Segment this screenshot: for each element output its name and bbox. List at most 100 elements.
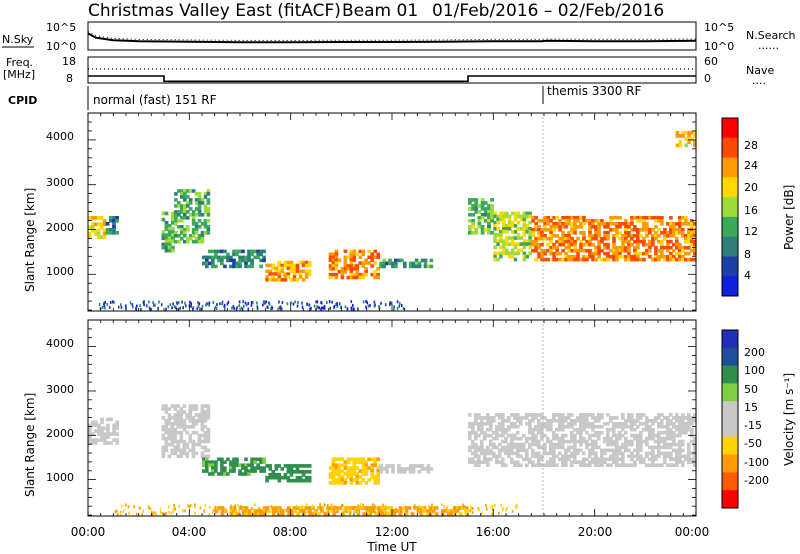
velocity-colorbar-cell	[722, 347, 738, 367]
data-cell	[299, 509, 303, 513]
data-cell	[364, 272, 368, 277]
data-cell	[555, 413, 559, 417]
clutter-cell	[315, 510, 318, 514]
data-cell	[292, 464, 297, 468]
data-cell	[274, 269, 279, 273]
data-cell	[334, 252, 339, 256]
clutter-cell	[464, 508, 466, 511]
data-cell	[567, 424, 571, 429]
data-cell	[180, 207, 184, 211]
data-cell	[582, 219, 586, 223]
data-cell	[666, 231, 670, 235]
clutter-cell	[133, 505, 135, 509]
data-cell	[471, 225, 475, 229]
data-cell	[609, 436, 613, 441]
data-cell	[167, 239, 172, 244]
data-cell	[277, 269, 282, 273]
clutter-cell	[403, 506, 406, 510]
data-cell	[597, 231, 601, 235]
data-cell	[220, 261, 224, 266]
data-cell	[669, 463, 673, 467]
data-cell	[100, 426, 104, 430]
data-cell	[675, 416, 679, 420]
data-cell	[513, 223, 518, 228]
data-cell	[179, 433, 184, 438]
data-cell	[499, 233, 503, 237]
data-cell	[675, 130, 680, 135]
data-cell	[513, 445, 517, 450]
data-cell	[570, 242, 574, 247]
beam-label: Beam 01	[342, 1, 418, 21]
clutter-cell	[185, 304, 187, 308]
data-cell	[540, 424, 544, 429]
data-cell	[630, 219, 634, 223]
data-cell	[678, 231, 682, 235]
data-cell	[612, 216, 616, 220]
data-cell	[468, 457, 472, 462]
data-cell	[597, 248, 601, 253]
data-cell	[555, 442, 559, 447]
data-cell	[621, 245, 625, 250]
data-cell	[173, 436, 178, 441]
data-cell	[474, 198, 479, 202]
data-cell	[531, 433, 535, 438]
data-cell	[206, 231, 211, 235]
data-cell	[630, 413, 634, 417]
data-cell	[558, 219, 562, 223]
data-cell	[468, 448, 472, 453]
data-cell	[349, 475, 354, 479]
data-cell	[391, 261, 395, 266]
data-cell	[600, 248, 604, 253]
data-cell	[615, 234, 619, 238]
data-cell	[174, 219, 178, 223]
data-cell	[597, 433, 601, 438]
data-cell	[334, 264, 339, 268]
data-cell	[188, 448, 193, 453]
data-cell	[411, 470, 416, 474]
data-cell	[675, 242, 679, 247]
data-cell	[663, 457, 667, 462]
data-cell	[486, 451, 490, 456]
data-cell	[311, 512, 315, 516]
data-cell	[582, 422, 586, 426]
data-cell	[654, 251, 658, 256]
data-cell	[603, 231, 607, 235]
data-cell	[487, 228, 491, 232]
clutter-cell	[184, 301, 186, 305]
clutter-cell	[327, 504, 329, 508]
clutter-cell	[214, 505, 216, 509]
data-cell	[654, 231, 658, 235]
clutter-cell	[205, 303, 207, 307]
data-cell	[188, 207, 193, 211]
data-cell	[597, 242, 601, 247]
data-cell	[373, 261, 377, 265]
data-cell	[388, 258, 392, 263]
clutter-cell	[430, 511, 432, 514]
data-cell	[496, 233, 500, 237]
data-cell	[505, 242, 509, 246]
data-cell	[561, 454, 565, 459]
data-cell	[334, 261, 339, 265]
data-cell	[343, 264, 348, 268]
clutter-cell	[481, 511, 483, 515]
data-cell	[295, 263, 300, 268]
data-cell	[505, 239, 509, 243]
time-tick-12: 12:00	[375, 525, 410, 539]
clutter-cell	[170, 511, 173, 515]
clutter-cell	[373, 504, 376, 508]
clutter-cell	[363, 512, 366, 516]
data-cell	[286, 272, 291, 276]
data-cell	[612, 248, 616, 253]
data-cell	[112, 423, 116, 428]
data-cell	[422, 509, 427, 513]
clutter-cell	[125, 503, 127, 507]
clutter-cell	[276, 508, 278, 512]
data-cell	[185, 430, 190, 435]
data-cell	[528, 242, 532, 246]
data-cell	[183, 210, 187, 214]
data-cell	[180, 219, 184, 223]
data-cell	[513, 257, 518, 262]
data-cell	[179, 454, 184, 459]
data-cell	[99, 235, 104, 239]
data-cell	[570, 231, 574, 235]
